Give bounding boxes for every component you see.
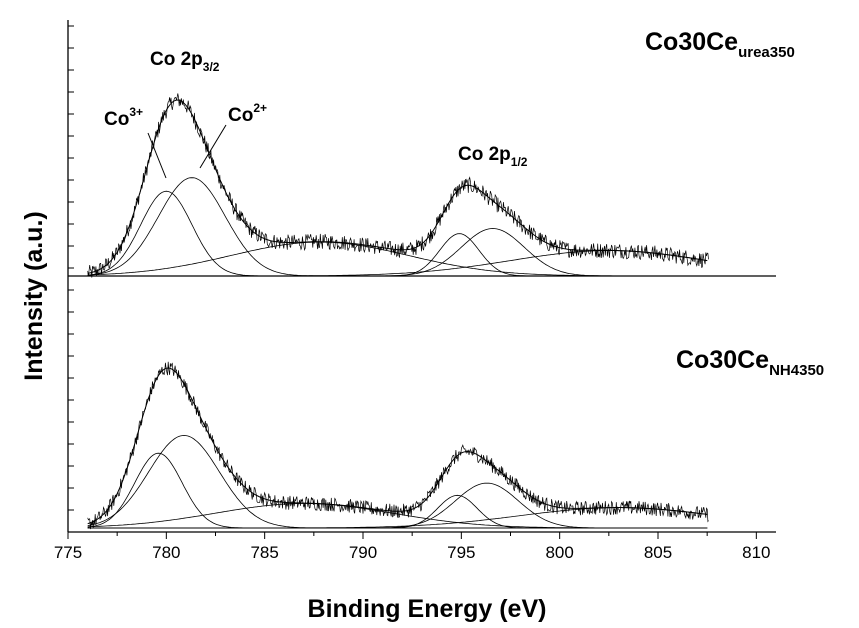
- spectrum-NH4350: [87, 361, 709, 530]
- x-tick-label: 805: [644, 543, 672, 562]
- co2plus-pointer-line: [199, 124, 227, 169]
- y-axis-title: Intensity (a.u.): [20, 211, 48, 380]
- envelope-fit-NH4350: [87, 367, 708, 525]
- sample-label-nh4350: Co30CeNH4350: [676, 346, 824, 379]
- x-tick-label: 800: [545, 543, 573, 562]
- x-tick-label: 785: [250, 543, 278, 562]
- spectrum-urea350: [87, 93, 709, 278]
- component-peak-urea350-2: [87, 177, 708, 277]
- annotation-co3plus: Co3+: [104, 105, 143, 130]
- sample-label-urea350: Co30Ceurea350: [645, 28, 795, 61]
- x-tick-label: 790: [349, 543, 377, 562]
- annotation-co2p12: Co 2p1/2: [458, 144, 528, 169]
- x-tick-label: 795: [447, 543, 475, 562]
- envelope-fit-urea350: [87, 99, 708, 274]
- x-tick-label: 780: [152, 543, 180, 562]
- x-tick-label: 775: [54, 543, 82, 562]
- x-tick-label: 810: [742, 543, 770, 562]
- co3plus-pointer-line: [147, 132, 167, 179]
- x-axis-title: Binding Energy (eV): [308, 595, 547, 623]
- component-peak-NH4350-5: [87, 482, 708, 529]
- annotation-co2plus: Co2+: [228, 101, 267, 126]
- component-peak-urea350-3: [87, 241, 708, 277]
- component-peak-urea350-1: [87, 190, 708, 277]
- plot-area: 775 780 785 790 795 800 805 810: [54, 20, 776, 562]
- annotation-co2p32: Co 2p3/2: [150, 49, 220, 74]
